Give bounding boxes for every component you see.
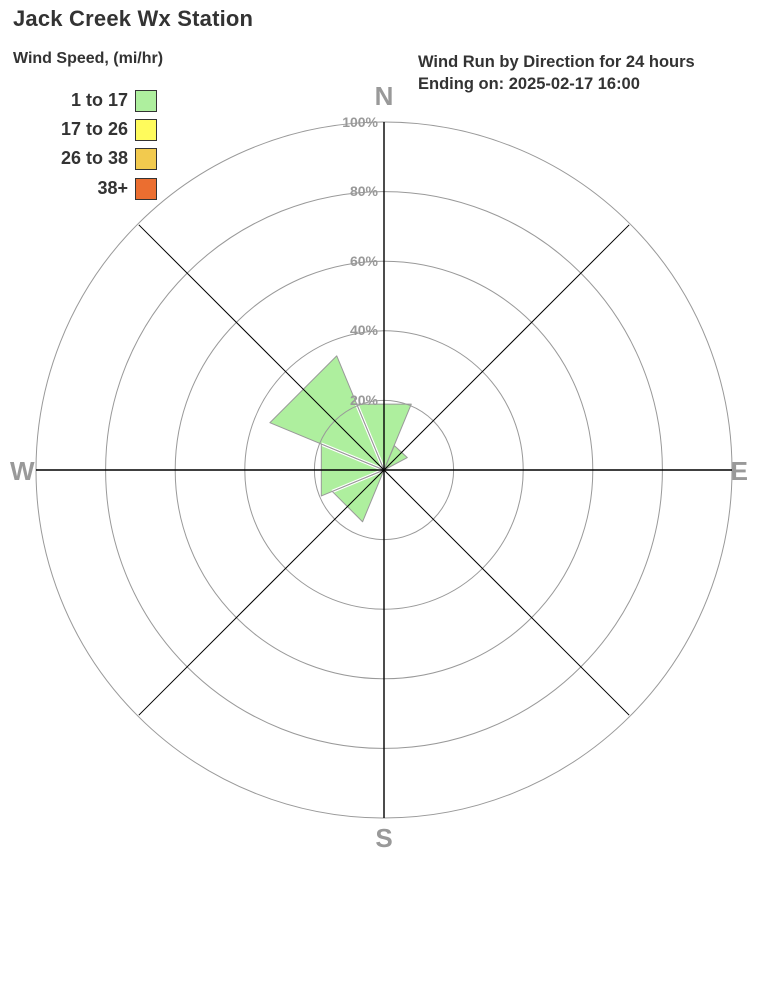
svg-text:N: N (375, 81, 394, 111)
svg-text:80%: 80% (350, 183, 379, 199)
svg-text:40%: 40% (350, 322, 379, 338)
svg-text:60%: 60% (350, 253, 379, 269)
svg-text:S: S (375, 823, 392, 853)
svg-text:W: W (10, 456, 35, 486)
svg-text:100%: 100% (342, 114, 378, 130)
svg-text:E: E (731, 456, 748, 486)
svg-text:20%: 20% (350, 392, 379, 408)
